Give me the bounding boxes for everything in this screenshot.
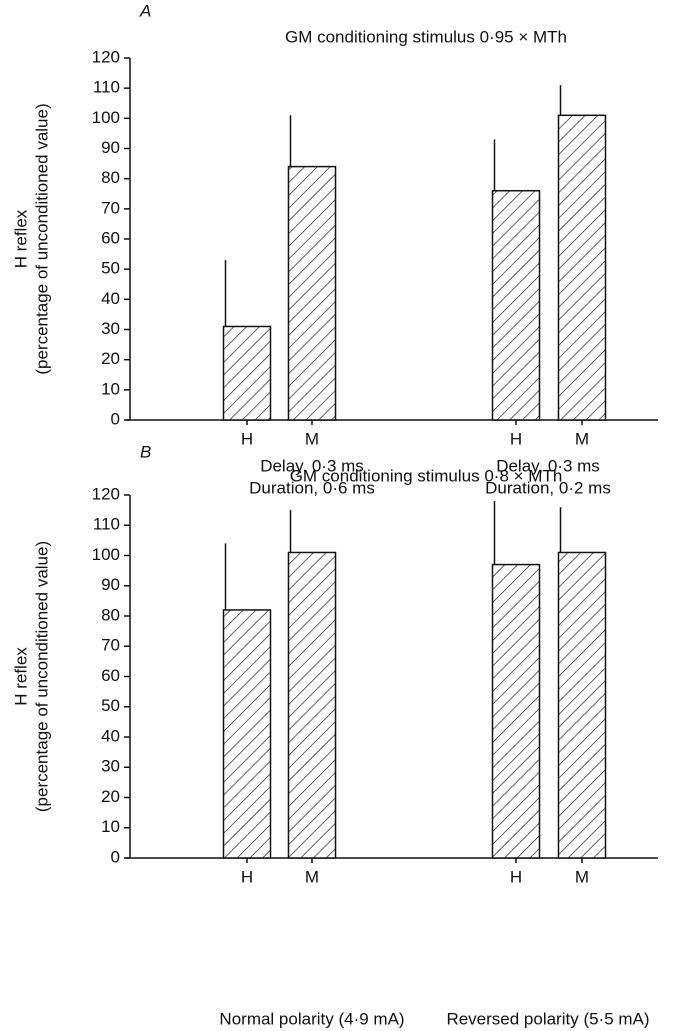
y-axis-label: (percentage of unconditioned value): [32, 103, 51, 374]
group-label: Delay, 0·3 ms: [260, 456, 364, 475]
panel-label: B: [140, 442, 151, 461]
x-tick-label: M: [305, 867, 319, 886]
y-tick-label: 30: [101, 757, 120, 776]
y-axis-label: (percentage of unconditioned value): [32, 541, 51, 812]
group-label: Normal polarity (4·9 mA): [219, 1009, 404, 1028]
y-tick-label: 120: [92, 484, 120, 503]
chart-title: GM conditioning stimulus 0·8 × MTh: [290, 466, 563, 485]
y-tick-label: 90: [101, 138, 120, 157]
bar: [222, 609, 272, 859]
y-tick-label: 80: [101, 605, 120, 624]
y-tick-label: 70: [101, 636, 120, 655]
y-tick-label: 0: [111, 847, 120, 866]
x-tick-label: M: [305, 429, 319, 448]
y-tick-label: 50: [101, 696, 120, 715]
y-tick-label: 80: [101, 168, 120, 187]
y-tick-label: 20: [101, 349, 120, 368]
bar: [557, 114, 607, 421]
y-axis-label: H reflex: [11, 209, 30, 268]
bar: [491, 189, 541, 421]
y-tick-label: 90: [101, 575, 120, 594]
y-axis-label: H reflex: [11, 647, 30, 706]
x-tick-label: H: [510, 867, 522, 886]
chart-title: GM conditioning stimulus 0·95 × MTh: [285, 27, 567, 46]
y-tick-label: 100: [92, 108, 120, 127]
y-tick-label: 50: [101, 259, 120, 278]
bar: [491, 563, 541, 859]
y-tick-label: 40: [101, 726, 120, 745]
y-tick-label: 20: [101, 787, 120, 806]
y-tick-label: 30: [101, 319, 120, 338]
x-tick-label: H: [241, 429, 253, 448]
bar: [557, 551, 607, 859]
y-tick-label: 0: [111, 409, 120, 428]
y-tick-label: 120: [92, 47, 120, 66]
y-tick-label: 110: [93, 515, 120, 534]
x-tick-label: H: [241, 867, 253, 886]
y-tick-label: 110: [93, 78, 120, 97]
y-tick-label: 70: [101, 198, 120, 217]
y-tick-label: 60: [101, 666, 120, 685]
y-tick-label: 40: [101, 289, 120, 308]
x-tick-label: M: [575, 429, 589, 448]
bar: [287, 551, 337, 859]
group-label: Delay, 0·3 ms: [496, 456, 600, 475]
panel-label: A: [139, 1, 151, 20]
bar: [287, 165, 337, 421]
y-tick-label: 10: [101, 379, 120, 398]
y-tick-label: 10: [101, 817, 120, 836]
group-label: Duration, 0·6 ms: [249, 478, 375, 497]
x-tick-label: M: [575, 867, 589, 886]
group-label: Duration, 0·2 ms: [485, 478, 611, 497]
y-tick-label: 60: [101, 228, 120, 247]
bar: [222, 325, 272, 421]
y-tick-label: 100: [92, 545, 120, 564]
group-label: Reversed polarity (5·5 mA): [446, 1009, 649, 1028]
x-tick-label: H: [510, 429, 522, 448]
